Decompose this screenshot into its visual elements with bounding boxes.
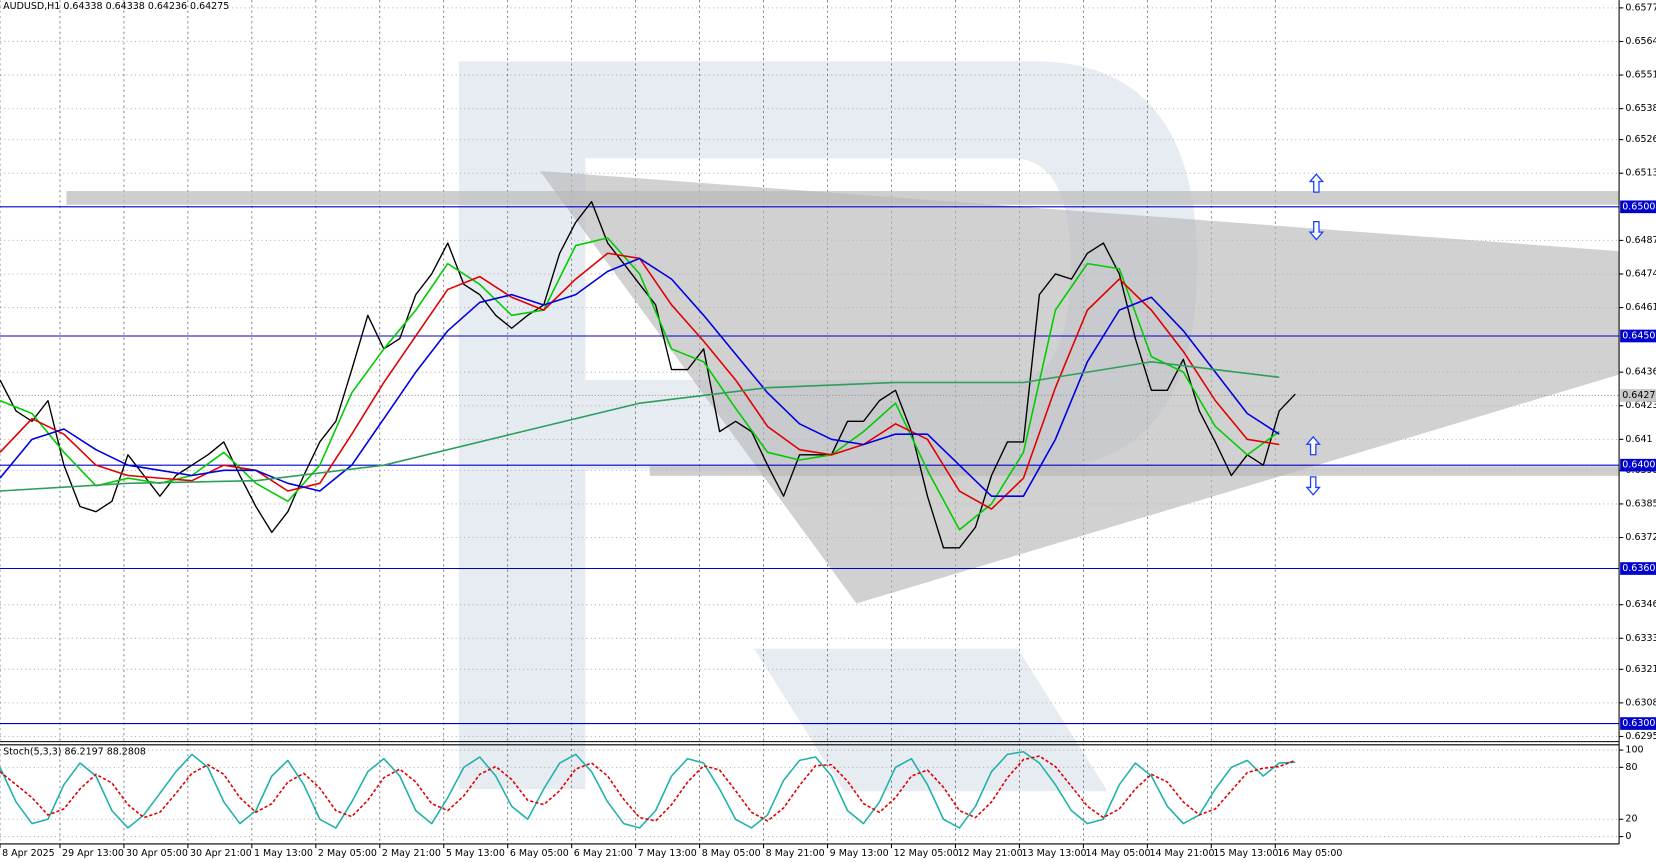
y-tick-label: 0.6526 [1625, 134, 1656, 145]
x-tick-label: 12 May 21:00 [958, 848, 1023, 859]
arrow-down [1308, 220, 1325, 241]
x-tick-label: 2 May 21:00 [382, 848, 441, 859]
y-tick-label: 0.6436 [1625, 367, 1656, 378]
level-label-box [1620, 200, 1656, 214]
level-label: 0.6400 [1622, 460, 1655, 471]
y-tick-label: 0.6474 [1625, 268, 1656, 279]
y-tick-label: 0.6423 [1625, 400, 1656, 411]
x-tick-label: 2 May 05:00 [318, 848, 377, 859]
indicator-line [0, 237, 1280, 531]
x-tick-label: 14 May 05:00 [1085, 848, 1150, 859]
y-tick-label: 100 [1625, 745, 1643, 756]
y-tick-label: 80 [1625, 762, 1637, 773]
chart-title: AUDUSD,H1 0.64338 0.64338 0.64236 0.6427… [3, 1, 229, 12]
y-tick-label: 0.6346 [1625, 599, 1656, 610]
indicator-line [0, 755, 1296, 822]
x-tick-label: 29 Apr 13:00 [62, 848, 124, 859]
x-tick-label: 16 May 05:00 [1277, 848, 1342, 859]
level-label-box [1620, 458, 1656, 472]
watermark-stem [458, 61, 586, 790]
level-label: 0.6300 [1622, 718, 1655, 729]
x-tick-label: 6 May 21:00 [574, 848, 633, 859]
level-label-box [1620, 717, 1656, 730]
y-tick-label: 0.6385 [1625, 498, 1656, 509]
x-tick-label: 8 Apr 2025 [2, 848, 55, 859]
x-tick-label: 30 Apr 21:00 [190, 848, 252, 859]
plot [0, 201, 1620, 829]
x-tick-label: 13 May 13:00 [1022, 848, 1087, 859]
arrow-up [1305, 435, 1321, 456]
y-tick-label: 0.6577 [1625, 2, 1656, 13]
level-label-box [1620, 562, 1656, 575]
x-tick-label: 9 May 13:00 [830, 848, 889, 859]
current-price-box [1620, 389, 1656, 402]
indicator-line [0, 361, 1280, 492]
indicator-line [0, 257, 1280, 497]
y-tick-label: 0.6513 [1625, 168, 1656, 179]
indicator-title: Stoch(5,3,3) 86.2197 88.2808 [3, 747, 146, 758]
x-tick-label: 8 May 21:00 [766, 848, 825, 859]
x-tick-label: 5 May 13:00 [446, 848, 505, 859]
y-tick-label: 0.6461 [1625, 302, 1656, 313]
y-tick-label: 0.6538 [1625, 103, 1656, 114]
x-tick-label: 14 May 21:00 [1149, 848, 1214, 859]
x-tick-label: 12 May 05:00 [894, 848, 959, 859]
arrow-up [1308, 173, 1325, 193]
watermark-bowl [585, 61, 1198, 470]
y-tick-label: 0.6487 [1625, 235, 1656, 246]
x-tick-label: 30 Apr 05:00 [126, 848, 188, 859]
level-label: 0.6500 [1622, 201, 1655, 212]
y-tick-label: 0.6333 [1625, 633, 1656, 644]
y-tick-label: 0 [1625, 831, 1631, 842]
arrow-down [1305, 476, 1321, 496]
level-label: 0.6450 [1622, 330, 1655, 341]
y-tick-label: 0.6372 [1625, 532, 1656, 543]
triangle-pattern [540, 170, 1620, 604]
level-label: 0.6360 [1622, 563, 1655, 574]
level-label-box [1620, 329, 1656, 343]
x-tick-label: 1 May 13:00 [254, 848, 313, 859]
y-tick-label: 0.6564 [1625, 36, 1656, 47]
y-tick-label: 0.641 [1625, 434, 1652, 445]
y-tick-label: 0.6308 [1625, 697, 1656, 708]
x-tick-label: 8 May 05:00 [702, 848, 761, 859]
x-tick-label: 15 May 13:00 [1213, 848, 1278, 859]
y-tick-label: 20 [1625, 814, 1637, 825]
y-tick-label: 0.6551 [1625, 70, 1656, 81]
y-tick-label: 0.6321 [1625, 664, 1656, 675]
signal-arrows [1305, 173, 1325, 496]
x-tick-label: 6 May 05:00 [510, 848, 569, 859]
current-price-label: 0.6427 [1622, 390, 1655, 401]
x-tick-label: 7 May 13:00 [638, 848, 697, 859]
y-tick-label: 0.6295 [1625, 731, 1656, 742]
